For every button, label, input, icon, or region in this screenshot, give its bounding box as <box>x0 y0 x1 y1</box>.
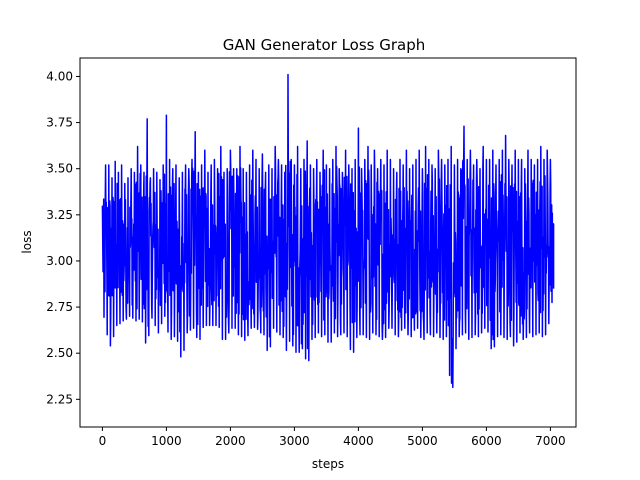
x-axis-label: steps <box>312 457 344 471</box>
plot-area <box>101 73 555 389</box>
y-tick-label: 2.50 <box>46 346 73 360</box>
x-tick-label: 3000 <box>279 434 310 448</box>
y-tick-label: 3.75 <box>46 116 73 130</box>
x-tick-label: 5000 <box>407 434 438 448</box>
x-tick-label: 4000 <box>343 434 374 448</box>
y-tick-label: 3.00 <box>46 254 73 268</box>
x-tick-label: 6000 <box>471 434 502 448</box>
x-tick-label: 1000 <box>151 434 182 448</box>
chart-title: GAN Generator Loss Graph <box>223 36 426 54</box>
x-tick-label: 2000 <box>215 434 246 448</box>
y-tick-label: 4.00 <box>46 69 73 83</box>
x-axis: 0 1000 2000 3000 4000 5000 6000 7000 <box>99 427 566 448</box>
y-axis-label: loss <box>20 230 34 253</box>
loss-series-line <box>101 73 555 389</box>
y-tick-label: 3.50 <box>46 162 73 176</box>
y-axis: 2.25 2.50 2.75 3.00 3.25 3.50 3.75 4.00 <box>46 69 80 406</box>
x-tick-label: 0 <box>99 434 107 448</box>
axes-frame <box>79 57 577 428</box>
x-tick-label: 7000 <box>535 434 566 448</box>
y-tick-label: 3.25 <box>46 208 73 222</box>
y-tick-label: 2.25 <box>46 392 73 406</box>
y-tick-label: 2.75 <box>46 300 73 314</box>
